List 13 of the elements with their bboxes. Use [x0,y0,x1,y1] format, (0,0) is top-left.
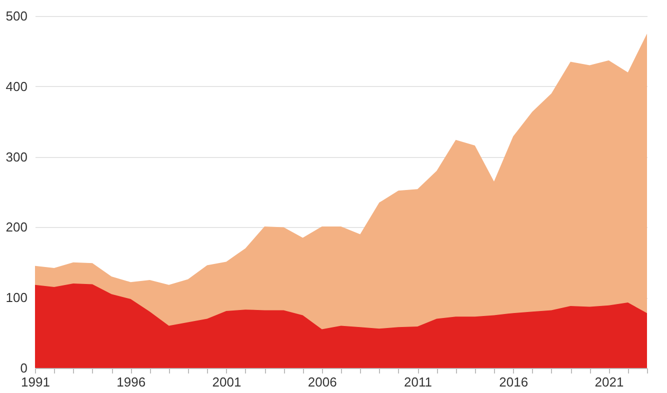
x-tick-label: 1991 [21,374,50,390]
x-tick-label: 1996 [116,374,146,390]
y-tick-label: 300 [6,149,28,164]
x-tick-label: 2011 [404,374,432,390]
x-tick-label: 2001 [212,374,242,390]
y-tick-label: 500 [6,8,28,24]
x-tick-label: 2016 [499,374,528,390]
x-tick-label: 2006 [308,374,337,390]
y-tick-label: 200 [6,220,28,235]
x-tick-label: 2021 [594,374,624,390]
y-tick-label: 100 [6,290,28,306]
y-tick-label: 400 [6,78,28,94]
y-tick-label: 0 [20,360,28,376]
